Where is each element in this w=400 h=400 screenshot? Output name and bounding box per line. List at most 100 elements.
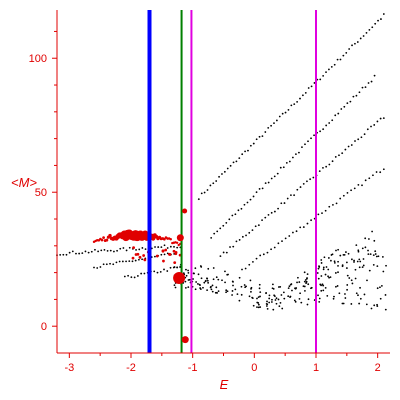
data-point <box>65 253 68 256</box>
data-point <box>211 290 214 293</box>
data-point <box>125 249 128 252</box>
data-point <box>71 250 74 253</box>
data-point <box>231 214 234 217</box>
data-point <box>326 294 329 297</box>
data-point <box>206 289 209 292</box>
data-point <box>328 205 331 208</box>
data-point <box>373 124 376 126</box>
data-point <box>357 249 360 252</box>
data-point <box>377 255 380 258</box>
data-point <box>375 255 378 258</box>
data-point <box>318 297 321 300</box>
data-point <box>240 293 243 296</box>
data-point <box>287 287 290 290</box>
data-point <box>347 252 350 255</box>
vertical-lines <box>147 10 317 353</box>
data-point <box>240 285 243 288</box>
data-point <box>361 266 364 269</box>
data-point <box>166 247 169 249</box>
red-markers <box>173 208 189 344</box>
data-point <box>367 253 370 256</box>
data-point <box>373 239 376 242</box>
data-point <box>259 254 262 257</box>
data-point <box>282 166 285 169</box>
data-point <box>359 297 362 300</box>
data-point <box>174 286 177 289</box>
data-point <box>363 293 366 296</box>
data-point <box>364 237 367 240</box>
data-point <box>324 273 327 276</box>
red-marker <box>176 234 184 242</box>
data-point <box>59 254 62 256</box>
data-point <box>212 278 215 281</box>
data-point <box>365 31 368 34</box>
data-point <box>366 128 369 131</box>
data-point <box>355 244 358 247</box>
data-point <box>310 219 312 222</box>
data-point <box>244 286 247 289</box>
data-point <box>134 259 137 262</box>
data-point <box>173 245 175 248</box>
data-point <box>287 295 290 298</box>
data-point <box>335 249 337 252</box>
data-point <box>235 240 238 243</box>
data-point <box>382 13 385 15</box>
data-point <box>349 100 352 103</box>
data-point <box>112 263 115 266</box>
data-point <box>273 246 276 249</box>
data-point <box>187 271 190 274</box>
data-point <box>354 42 356 45</box>
data-point <box>330 65 333 68</box>
x-tick-label: -1 <box>188 362 198 374</box>
data-point <box>338 292 341 295</box>
data-point <box>323 256 326 259</box>
data-point <box>268 297 271 300</box>
data-point <box>340 108 343 110</box>
data-point <box>358 91 361 94</box>
data-point <box>133 276 136 279</box>
data-point <box>273 295 276 298</box>
x-tick-label: 0 <box>251 362 257 374</box>
data-point <box>354 277 357 280</box>
data-point <box>264 131 267 133</box>
data-point <box>374 250 377 253</box>
data-point <box>355 292 358 295</box>
data-point <box>341 265 344 268</box>
data-point <box>275 297 278 300</box>
data-point <box>372 254 375 257</box>
data-point <box>192 272 195 275</box>
data-point <box>379 171 382 174</box>
data-point <box>228 218 231 221</box>
data-point <box>264 182 267 185</box>
highlight-point <box>105 238 109 242</box>
data-point <box>353 259 355 262</box>
data-point <box>361 86 364 89</box>
data-point <box>224 270 226 273</box>
data-point <box>247 149 249 152</box>
data-point <box>122 247 125 249</box>
data-point <box>276 172 279 175</box>
data-point <box>376 303 378 306</box>
data-point <box>185 274 188 277</box>
data-point <box>364 86 367 89</box>
data-point <box>258 283 261 286</box>
data-point <box>255 138 258 141</box>
data-point <box>327 257 330 259</box>
data-point <box>361 247 364 250</box>
data-point <box>121 260 124 263</box>
data-point <box>304 91 307 94</box>
data-point <box>248 295 251 298</box>
data-point <box>274 299 277 301</box>
data-point <box>140 272 143 275</box>
data-point <box>187 269 189 272</box>
data-point <box>279 166 282 169</box>
data-point <box>237 209 240 212</box>
data-point <box>322 266 325 269</box>
data-point <box>333 260 336 263</box>
data-point <box>202 286 204 289</box>
highlight-point <box>161 249 165 253</box>
data-point <box>328 122 331 124</box>
data-point <box>130 276 133 279</box>
data-point <box>226 290 229 293</box>
data-point <box>339 254 342 257</box>
